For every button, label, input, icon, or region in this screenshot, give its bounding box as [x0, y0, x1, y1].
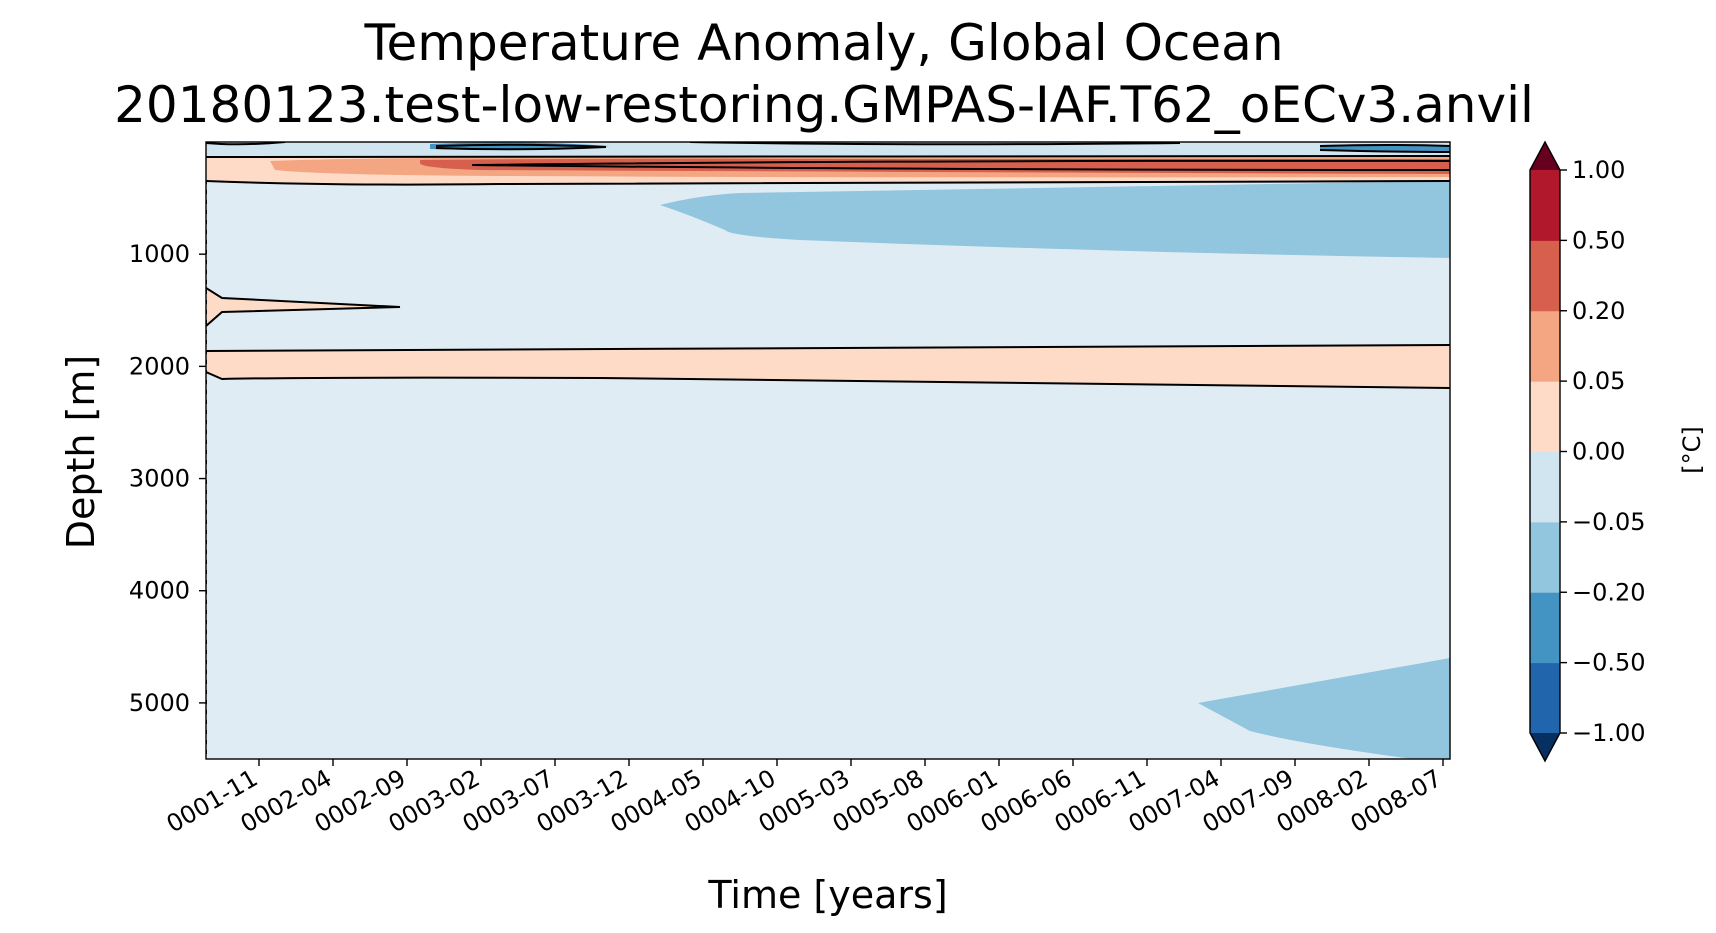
y-tick-label: 1000 [129, 240, 190, 268]
y-tick-label: 5000 [129, 689, 190, 717]
colorbar-swatch [1530, 170, 1560, 241]
x-axis-label: Time [years] [707, 873, 947, 917]
contour-line [206, 155, 1450, 158]
colorbar-tick-label: −0.50 [1572, 649, 1646, 677]
chart-title: Temperature Anomaly, Global Ocean [363, 14, 1283, 72]
contour-line [206, 180, 1450, 186]
y-tick-label: 2000 [129, 352, 190, 380]
deep-cool-wedge-5000m [1198, 658, 1450, 759]
contour-line [206, 287, 401, 327]
surface-cool-core [430, 142, 1450, 153]
colorbar-tick-label: −1.00 [1572, 719, 1646, 747]
colorbar-swatch [1530, 451, 1560, 523]
colorbar-tick-label: 0.05 [1572, 367, 1625, 395]
cool-layer-500-1000m [660, 181, 1450, 258]
chart-subtitle: 20180123.test-low-restoring.GMPAS-IAF.T6… [114, 76, 1534, 134]
colorbar-under-arrow [1530, 733, 1560, 761]
y-tick-label: 4000 [129, 577, 190, 605]
colorbar-tick-label: 0.00 [1572, 438, 1625, 466]
colorbar-tick-label: −0.20 [1572, 578, 1646, 606]
colorbar-swatch [1530, 310, 1560, 382]
colorbar-tick-label: 0.50 [1572, 226, 1625, 254]
colorbar-swatch [1530, 592, 1560, 664]
colorbar-swatch [1530, 662, 1560, 734]
colorbar-tick-label: 1.00 [1572, 156, 1625, 184]
colorbar-over-arrow [1530, 142, 1560, 170]
y-axis-label: Depth [m] [59, 355, 103, 550]
contour-plot-area [206, 142, 1450, 759]
contour-line [206, 344, 1450, 352]
warm-intrusion-1500m [206, 288, 400, 326]
colorbar-tick-label: −0.05 [1572, 508, 1646, 536]
contour-line [206, 142, 1450, 153]
contour-line [206, 371, 1450, 389]
colorbar-swatch [1530, 521, 1560, 593]
colorbar-swatch [1530, 240, 1560, 312]
colorbar-label: [°C] [1678, 426, 1706, 473]
y-tick-label: 3000 [129, 465, 190, 493]
plot-frame [205, 141, 1451, 760]
contour-line [471, 159, 1450, 171]
x-axis: 0001-110002-040002-090003-020003-070003-… [162, 759, 1447, 838]
colorbar-tick-label: 0.20 [1572, 297, 1625, 325]
colorbar: 1.00 0.50 0.20 0.05 0.00 −0.05 −0.20 −0.50 −1.00 [1529, 140, 1646, 763]
y-axis: 1000 2000 3000 4000 5000 [129, 240, 206, 717]
colorbar-swatch [1530, 381, 1560, 452]
